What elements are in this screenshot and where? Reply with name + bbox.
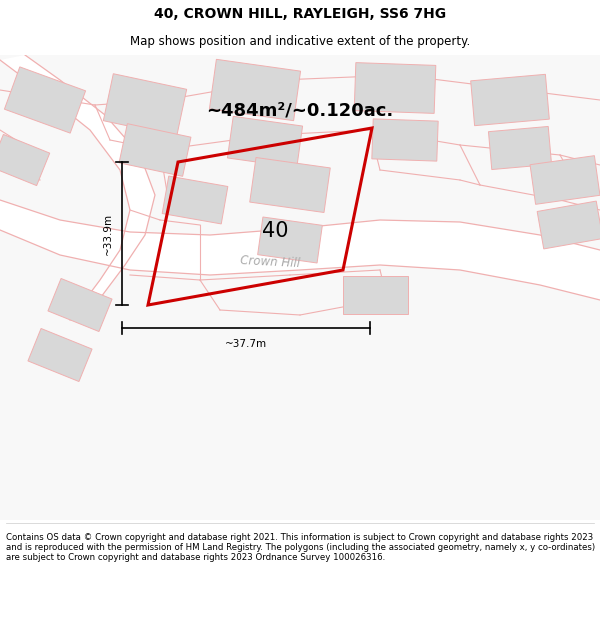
Polygon shape xyxy=(530,156,600,204)
Text: ~484m²/~0.120ac.: ~484m²/~0.120ac. xyxy=(206,102,394,120)
Text: 40, CROWN HILL, RAYLEIGH, SS6 7HG: 40, CROWN HILL, RAYLEIGH, SS6 7HG xyxy=(154,7,446,21)
Text: ~33.9m: ~33.9m xyxy=(103,213,113,254)
Polygon shape xyxy=(470,74,550,126)
Text: Crown Hill: Crown Hill xyxy=(240,254,300,270)
Polygon shape xyxy=(372,119,438,161)
Polygon shape xyxy=(209,59,301,121)
Polygon shape xyxy=(0,134,50,186)
Polygon shape xyxy=(48,279,112,331)
Polygon shape xyxy=(0,200,600,300)
Polygon shape xyxy=(119,124,191,176)
Polygon shape xyxy=(343,276,407,314)
Polygon shape xyxy=(257,217,322,263)
Polygon shape xyxy=(227,116,302,168)
Text: Contains OS data © Crown copyright and database right 2021. This information is : Contains OS data © Crown copyright and d… xyxy=(6,532,595,562)
Text: 40: 40 xyxy=(262,221,289,241)
Polygon shape xyxy=(103,74,187,136)
Text: Map shows position and indicative extent of the property.: Map shows position and indicative extent… xyxy=(130,35,470,48)
Polygon shape xyxy=(0,55,155,320)
Polygon shape xyxy=(250,158,330,212)
Polygon shape xyxy=(4,67,86,133)
Polygon shape xyxy=(162,176,228,224)
Polygon shape xyxy=(354,62,436,113)
Text: ~37.7m: ~37.7m xyxy=(225,339,267,349)
Polygon shape xyxy=(28,329,92,381)
Polygon shape xyxy=(488,126,551,169)
Polygon shape xyxy=(537,201,600,249)
